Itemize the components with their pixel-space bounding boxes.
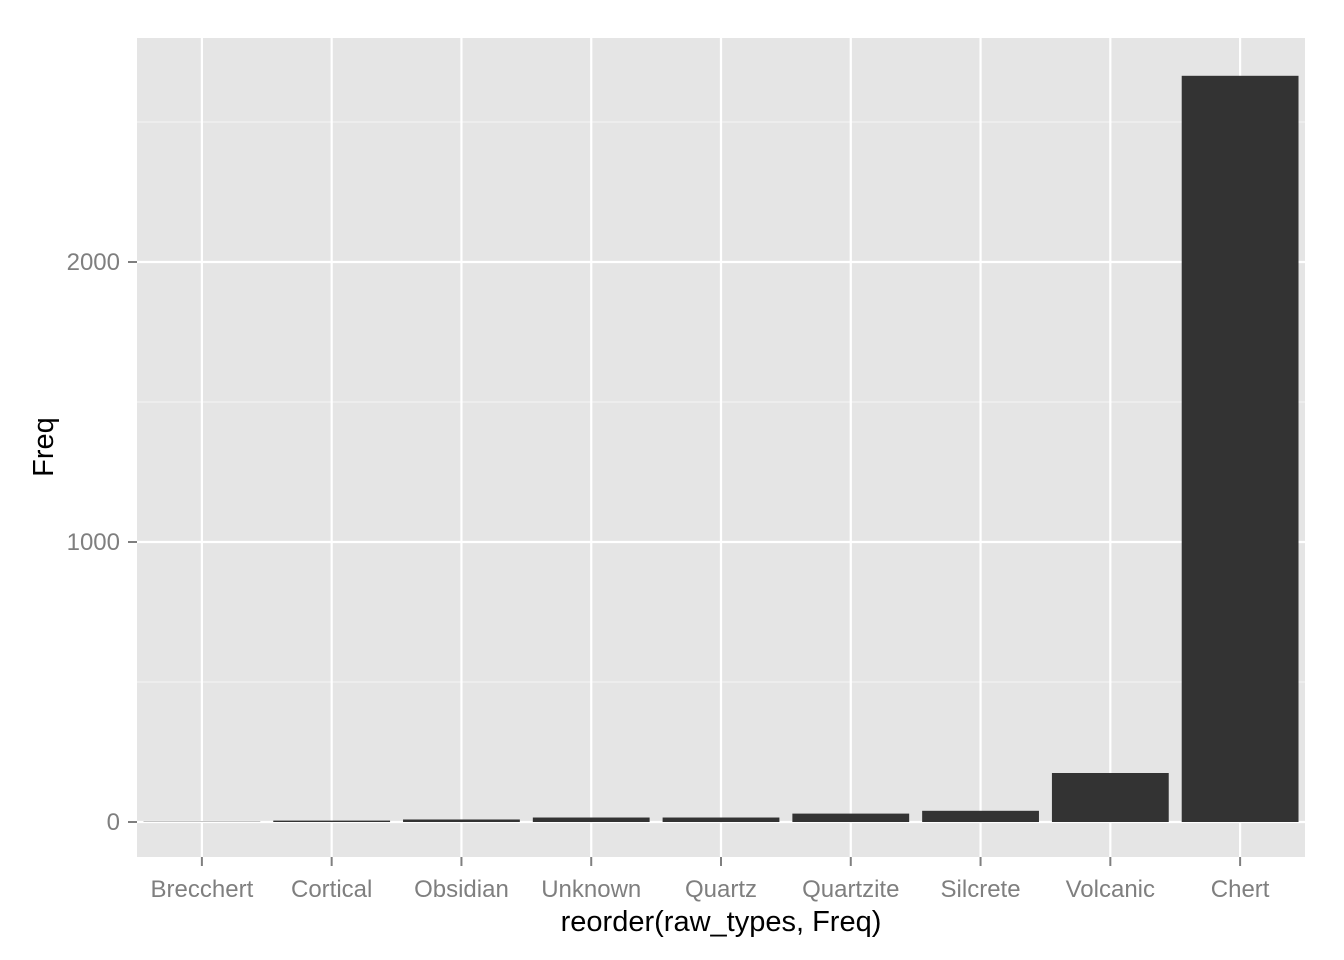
axis-ticks [128, 261, 1242, 866]
y-tick-label: 0 [107, 809, 120, 836]
bar-cortical [273, 820, 391, 822]
bar-quartz [662, 817, 780, 822]
bar-obsidian [403, 819, 520, 822]
x-tick-label: Volcanic [1066, 876, 1155, 903]
bar-silcrete [922, 810, 1039, 822]
x-tick-label: Unknown [541, 876, 641, 903]
x-tick-label: Chert [1211, 876, 1270, 903]
x-axis-title: reorder(raw_types, Freq) [561, 906, 882, 938]
x-tick-label: Obsidian [414, 876, 509, 903]
bar-quartzite [792, 813, 910, 822]
y-tick-label: 2000 [67, 249, 120, 276]
x-tick-labels: Brecchert Cortical Obsidian Unknown Quartz Qu… [151, 876, 1270, 903]
y-tick-label: 1000 [67, 529, 120, 556]
bar-chert [1181, 75, 1299, 823]
bar-unknown [532, 817, 650, 822]
x-tick-label: Quartzite [802, 876, 899, 903]
y-tick-labels: 0 1000 2000 [67, 249, 120, 836]
bars [143, 75, 1299, 823]
x-tick-label: Cortical [291, 876, 372, 903]
x-tick-label: Brecchert [151, 876, 254, 903]
x-tick-label: Silcrete [941, 876, 1021, 903]
x-tick-label: Quartz [685, 876, 757, 903]
y-axis-title: Freq [28, 417, 60, 477]
bar-volcanic [1051, 773, 1169, 822]
